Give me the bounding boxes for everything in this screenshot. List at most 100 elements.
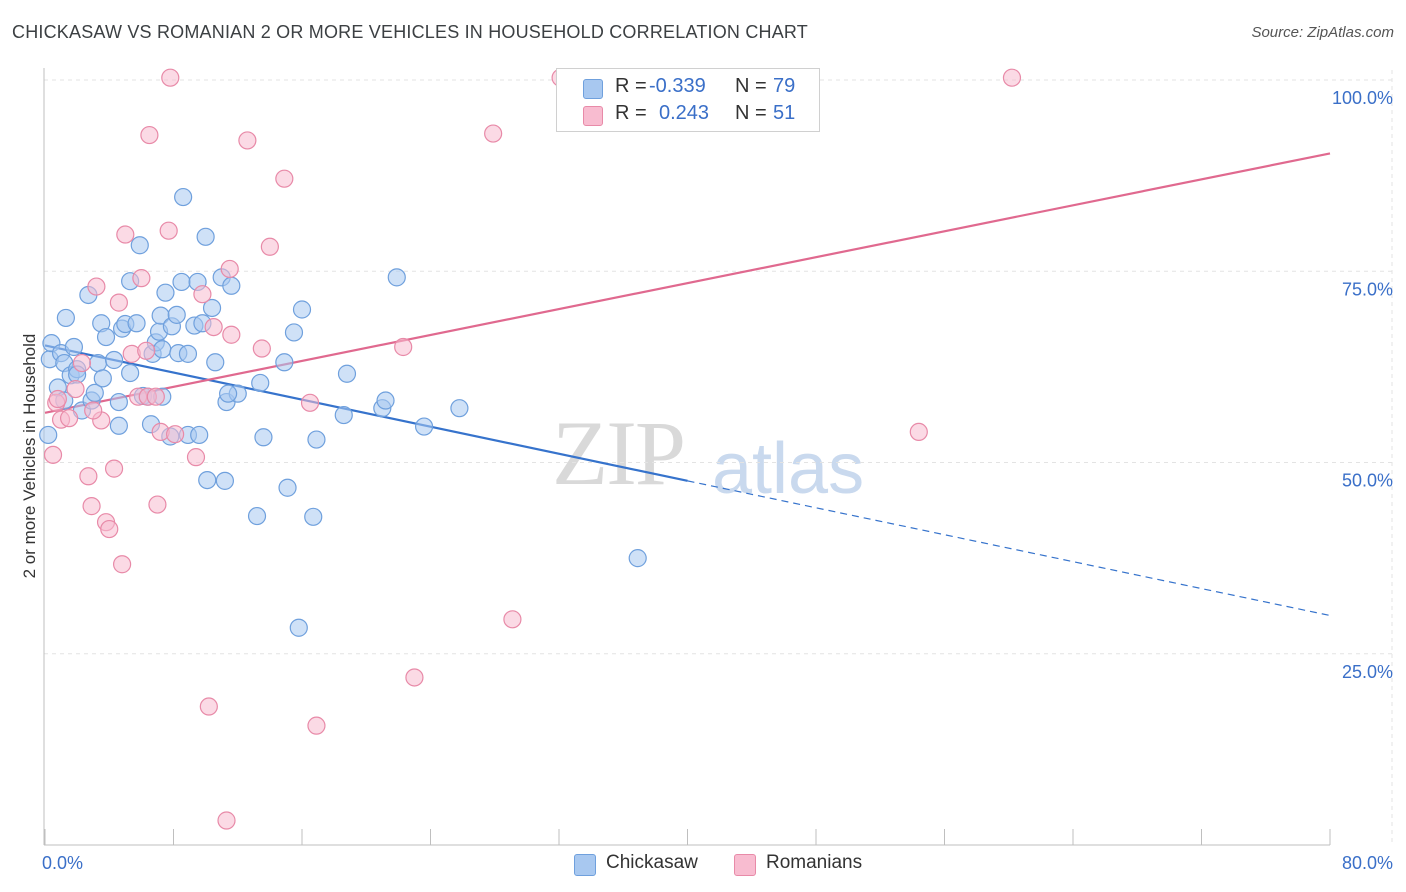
chart-title: CHICKASAW VS ROMANIAN 2 OR MORE VEHICLES… — [12, 22, 808, 42]
romanian-point — [72, 353, 92, 373]
chickasaw-point — [251, 373, 270, 393]
chickasaw-point — [628, 549, 647, 568]
chickasaw-point — [278, 478, 297, 497]
chickasaw-point — [254, 428, 273, 447]
chickasaw-point — [307, 430, 326, 449]
chickasaw-point — [196, 227, 215, 246]
chickasaw-swatch — [583, 79, 603, 99]
romanian-point — [82, 497, 101, 516]
x-tick-label: 80.0% — [1342, 853, 1393, 873]
chickasaw-point — [190, 425, 209, 445]
chickasaw-point — [222, 276, 241, 295]
chickasaw-point — [337, 364, 357, 383]
y-tick-label: 75.0% — [1342, 279, 1393, 299]
grid-layer — [44, 70, 1393, 845]
y-tick-label: 100.0% — [1332, 88, 1393, 108]
chickasaw-point — [127, 314, 146, 333]
chickasaw-point — [64, 337, 84, 357]
chickasaw-point — [85, 383, 104, 402]
romanian-point — [238, 131, 257, 150]
chickasaw-point — [178, 344, 198, 363]
y-tick-label: 50.0% — [1342, 471, 1393, 491]
watermark-atlas: atlas — [712, 429, 865, 509]
romanian-point — [146, 387, 165, 406]
chickasaw-point — [109, 392, 128, 412]
chickasaw-point — [109, 416, 128, 435]
chickasaw-point — [174, 187, 193, 207]
romanian-point — [186, 448, 206, 467]
romanian-point — [204, 317, 223, 337]
r-value: -0.339 — [649, 75, 706, 97]
romanian-point — [161, 68, 180, 87]
x-tick-label: 0.0% — [42, 853, 83, 873]
n-label: N = — [735, 75, 767, 97]
axis-layer — [43, 68, 1331, 846]
romanians-legend-swatch — [734, 854, 756, 876]
chickasaw-point — [219, 384, 238, 403]
r-label: R = — [615, 102, 647, 124]
y-tick-label: 25.0% — [1342, 662, 1393, 682]
romanian-point — [217, 811, 236, 830]
legend-label: Chickasaw — [606, 852, 698, 873]
chickasaw-point — [202, 298, 222, 318]
romanian-point — [300, 393, 320, 412]
romanian-point — [59, 409, 79, 428]
chickasaw-point — [376, 391, 395, 410]
romanian-point — [104, 459, 124, 478]
chickasaw-point — [104, 350, 124, 370]
chickasaw-point — [450, 399, 469, 418]
chickasaw-point — [56, 308, 75, 328]
romanian-point — [222, 325, 241, 344]
chickasaw-point — [215, 471, 234, 490]
chickasaw-point — [387, 268, 406, 287]
chickasaw-point — [156, 283, 175, 302]
romanian-point — [140, 125, 159, 145]
romanian-point — [275, 169, 294, 188]
chickasaw-point — [247, 506, 267, 526]
romanian-point — [166, 425, 185, 444]
chickasaw-point — [292, 300, 312, 319]
chickasaw-point — [304, 507, 323, 526]
romanian-point — [484, 124, 503, 143]
romanian-point — [137, 341, 156, 360]
romanian-point — [112, 555, 132, 574]
romanian-point — [1002, 68, 1022, 87]
romanian-point — [148, 495, 167, 514]
n-value: 79 — [773, 75, 796, 97]
chickasaw-point — [198, 470, 217, 490]
trend-layer — [44, 152, 1331, 617]
romanian-point — [132, 269, 151, 288]
chickasaw-point — [88, 353, 108, 373]
romanian-point — [220, 259, 239, 279]
chickasaw-trend-extension — [687, 480, 1331, 617]
chickasaw-point — [275, 353, 294, 372]
chickasaw-point — [172, 272, 191, 292]
tick-label-layer: 25.0% 50.0% 75.0% 100.0% 0.0% 80.0% — [42, 88, 1393, 873]
romanian-point — [260, 237, 279, 256]
n-value: 51 — [773, 102, 796, 124]
stats-box: R = -0.339 N = 79 R = 0.243 N = 51 — [556, 68, 820, 132]
chickasaw-point — [206, 353, 225, 372]
points-layer — [39, 68, 1022, 830]
romanian-point — [199, 697, 218, 716]
n-label: N = — [735, 102, 767, 124]
chickasaw-point — [39, 425, 58, 445]
chickasaw-legend-swatch — [574, 854, 596, 876]
chickasaw-point — [121, 363, 140, 383]
romanian-point — [307, 716, 326, 735]
romanian-point — [405, 668, 424, 687]
romanian-point — [48, 389, 67, 409]
legend-label: Romanians — [766, 852, 863, 873]
chickasaw-point — [167, 305, 186, 324]
romanian-point — [100, 519, 119, 539]
romanian-trend-line — [44, 152, 1331, 414]
chickasaw-point — [96, 327, 116, 347]
romanian-point — [84, 401, 103, 420]
romanian-point — [193, 285, 212, 304]
romanian-point — [159, 221, 178, 240]
chickasaw-point — [284, 323, 304, 342]
chickasaw-point — [93, 369, 112, 388]
chickasaw-point — [130, 236, 149, 255]
romanian-point — [109, 293, 128, 312]
romanian-point — [394, 337, 413, 357]
